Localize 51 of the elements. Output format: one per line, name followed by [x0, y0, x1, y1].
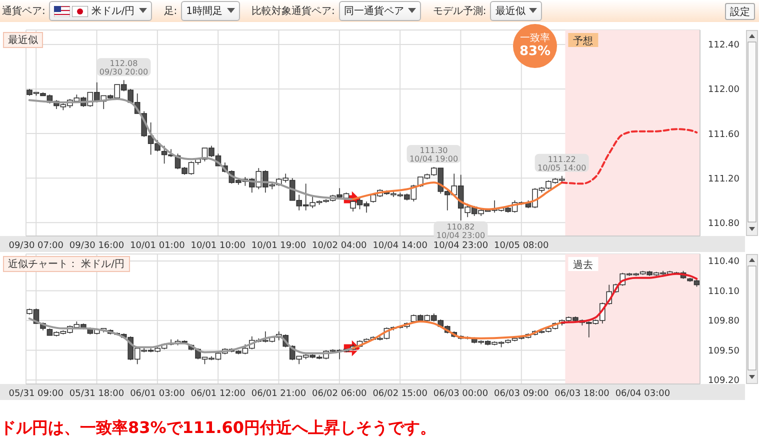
x-tick-label: 05/31 09:00: [8, 389, 64, 399]
x-tick-label: 06/03 00:00: [433, 389, 488, 399]
x-tick-label: 06/02 06:00: [312, 389, 368, 399]
y-tick-label: 112.00: [708, 85, 740, 96]
y-tick-label: 110.80: [708, 218, 740, 229]
text: 比較対象通貨ペア:: [252, 4, 335, 18]
annotation: 近似チャート： 米ドル/円: [8, 258, 125, 271]
x-tick-label: 06/01 03:00: [130, 389, 186, 399]
y-tick-label: 109.20: [708, 376, 740, 386]
annotation: 一致率: [520, 33, 550, 44]
text: 米ドル/円: [91, 4, 135, 18]
annotation: 110.82 10/04 23:00: [436, 222, 486, 240]
text: モデル予測:: [432, 4, 486, 18]
text: 1時間足: [186, 4, 222, 18]
x-tick-label: 06/01 21:00: [251, 389, 306, 399]
x-tick-label: 10/01 10:00: [190, 241, 246, 251]
x-tick-label: 10/02 04:00: [312, 241, 368, 251]
x-tick-label: 09/30 16:00: [69, 241, 124, 251]
annotation: 83%: [519, 44, 551, 59]
x-tick-label: 06/01 12:00: [190, 389, 246, 399]
text: ドル円は、一致率83%で111.60円付近へ上昇しそうです。: [0, 418, 436, 437]
y-tick-label: 112.40: [708, 40, 740, 51]
annotation: 過去: [573, 259, 594, 271]
x-tick-label: 10/05 08:00: [494, 241, 550, 251]
y-tick-label: 111.60: [708, 130, 740, 140]
y-tick-label: 110.40: [708, 257, 740, 268]
annotation: 予想: [573, 35, 594, 47]
text: 足:: [164, 5, 178, 18]
y-tick-label: 109.50: [708, 346, 740, 356]
x-tick-label: 06/04 03:00: [615, 389, 670, 399]
text: 同一通貨ペア: [344, 4, 404, 18]
x-tick-label: 06/02 15:00: [372, 389, 428, 399]
x-tick-label: 10/04 14:00: [372, 241, 428, 251]
x-tick-label: 10/01 19:00: [251, 241, 306, 251]
x-tick-label: 05/31 18:00: [69, 389, 124, 399]
text: 設定: [730, 6, 750, 18]
annotation: 111.30 10/04 19:00: [409, 146, 458, 164]
badge-circle: 一致率 83%: [513, 24, 557, 68]
x-tick-label: 06/03 09:00: [494, 389, 550, 399]
annotation: 最近似: [8, 34, 38, 47]
x-tick-label: 06/03 18:00: [554, 389, 610, 399]
x-tick-label: 09/30 07:00: [8, 241, 64, 251]
text: 通貨ペア:: [2, 4, 46, 18]
x-tick-label: 10/01 01:00: [130, 241, 186, 251]
annotation: 112.08 09/30 20:00: [99, 59, 148, 77]
x-tick-label: 10/04 23:00: [433, 241, 488, 251]
y-tick-label: 109.80: [708, 316, 740, 327]
y-tick-label: 111.20: [708, 174, 740, 184]
annotation: 111.22 10/05 14:00: [538, 154, 586, 172]
y-tick-label: 110.10: [708, 286, 740, 297]
text: 最近似: [495, 4, 526, 18]
